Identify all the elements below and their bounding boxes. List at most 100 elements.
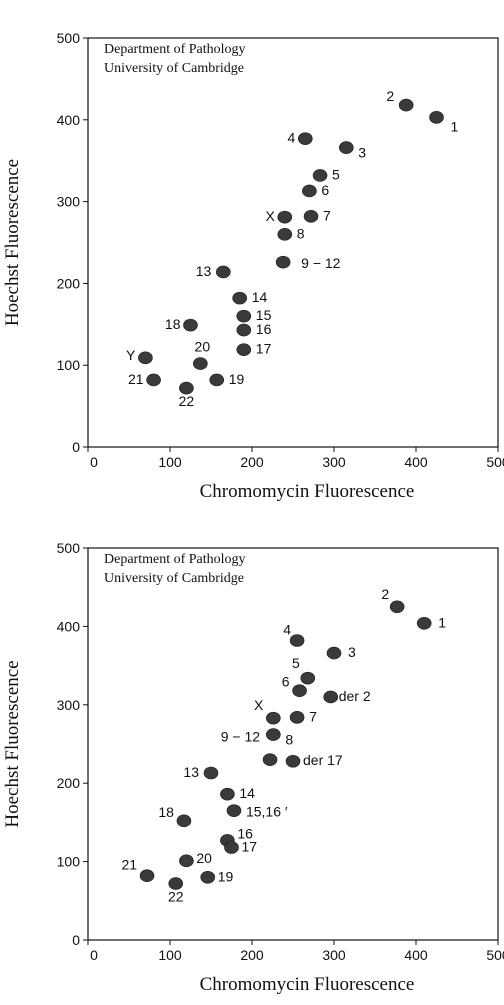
point-label: 16 [256, 321, 272, 337]
y-tick-label: 400 [57, 618, 81, 634]
point-label: 9 − 12 [221, 729, 261, 745]
point-label: 5 [332, 166, 340, 182]
point-label: der 17 [303, 752, 343, 768]
institution-line: University of Cambridge [104, 571, 244, 586]
x-tick-label: 100 [158, 947, 182, 963]
data-point [203, 766, 219, 780]
point-label: 15,16 ′ [246, 804, 288, 820]
y-tick-label: 200 [57, 775, 81, 791]
data-point [224, 841, 239, 854]
scatter-plot-2: 0 100 200 300 400 500 0 100 200 300 400 500 Chromomy… [2, 540, 504, 995]
point-label: 14 [239, 785, 255, 801]
data-point [275, 255, 291, 269]
data-point [226, 804, 242, 817]
data-point [146, 373, 161, 387]
data-point [236, 309, 252, 323]
data-point [285, 754, 301, 768]
x-tick-label: 200 [240, 947, 264, 963]
data-point [312, 169, 328, 182]
point-label: 19 [229, 371, 245, 387]
point-label: 7 [323, 207, 331, 223]
data-point [297, 132, 313, 145]
institution-line: Department of Pathology [104, 552, 246, 567]
point-label: 16 [237, 825, 253, 841]
point-label: 3 [358, 145, 366, 161]
point-label: 22 [168, 889, 184, 905]
point-label: 15 [256, 307, 272, 323]
data-point [326, 646, 342, 660]
point-label: X [265, 208, 275, 224]
y-tick-label: 200 [57, 275, 81, 291]
data-point [302, 184, 317, 198]
y-tick-label: 0 [72, 439, 80, 455]
data-point [168, 877, 184, 890]
data-point [209, 373, 225, 387]
y-tick-label: 100 [57, 357, 81, 373]
data-point [266, 711, 281, 725]
point-label: 3 [348, 644, 356, 660]
data-point [277, 228, 293, 241]
point-label: 17 [242, 838, 258, 854]
point-label: 22 [179, 393, 195, 409]
data-point [338, 141, 354, 154]
x-tick-label: 300 [322, 454, 346, 470]
point-label: 14 [252, 289, 268, 305]
data-point [138, 351, 153, 365]
data-point [289, 634, 305, 647]
point-label: 8 [297, 225, 305, 241]
y-axis-title: Hoechst Fluorescence [2, 159, 23, 326]
data-point [303, 210, 319, 223]
point-label: 20 [196, 850, 212, 866]
data-point [262, 753, 278, 766]
y-tick-label: 300 [57, 697, 81, 713]
data-point [416, 616, 432, 630]
x-tick-label: 500 [486, 947, 504, 963]
x-tick-label: 100 [158, 454, 182, 470]
institution-line: University of Cambridge [104, 61, 244, 76]
x-tick-label: 200 [240, 454, 264, 470]
point-label: 4 [283, 622, 291, 638]
y-tick-label: 100 [57, 854, 81, 870]
plot-frame [87, 547, 499, 941]
data-point [179, 854, 194, 868]
data-point [200, 870, 216, 884]
data-point [323, 690, 339, 704]
point-label: 21 [121, 857, 137, 873]
point-label: 13 [196, 263, 212, 279]
point-label: 1 [451, 118, 459, 134]
data-point [277, 210, 293, 224]
point-label: 4 [288, 130, 296, 146]
x-tick-label: 0 [90, 454, 98, 470]
point-label: 1 [438, 614, 446, 630]
point-label: 21 [128, 371, 144, 387]
data-point [179, 381, 194, 395]
point-label: 5 [292, 655, 300, 671]
institution-line: Department of Pathology [104, 42, 246, 57]
x-tick-label: 300 [322, 947, 346, 963]
point-label: Y [126, 347, 136, 363]
y-tick-label: 500 [57, 30, 81, 46]
plot-frame [87, 37, 499, 448]
y-axis-title: Hoechst Fluorescence [2, 660, 23, 827]
data-point [193, 357, 208, 370]
data-point [220, 787, 235, 801]
scatter-plot-1: 0 100 200 300 400 500 0 100 200 300 400 500 Chromomy… [2, 30, 504, 502]
data-point [236, 343, 252, 356]
data-point [139, 869, 155, 883]
data-point [266, 728, 281, 741]
point-label: 13 [183, 764, 199, 780]
data-point [429, 111, 444, 124]
data-point [232, 291, 247, 305]
x-axis-title: Chromomycin Fluorescence [200, 481, 415, 502]
point-label: der 2 [339, 688, 371, 704]
data-point [236, 323, 252, 337]
x-tick-label: 400 [404, 454, 428, 470]
data-point [176, 814, 192, 828]
point-label: 20 [195, 339, 211, 355]
point-label: 18 [158, 804, 174, 820]
point-label: 7 [309, 708, 317, 724]
point-label: 2 [386, 88, 394, 104]
y-tick-label: 0 [72, 932, 80, 948]
x-tick-label: 500 [486, 454, 504, 470]
y-tick-label: 300 [57, 194, 81, 210]
